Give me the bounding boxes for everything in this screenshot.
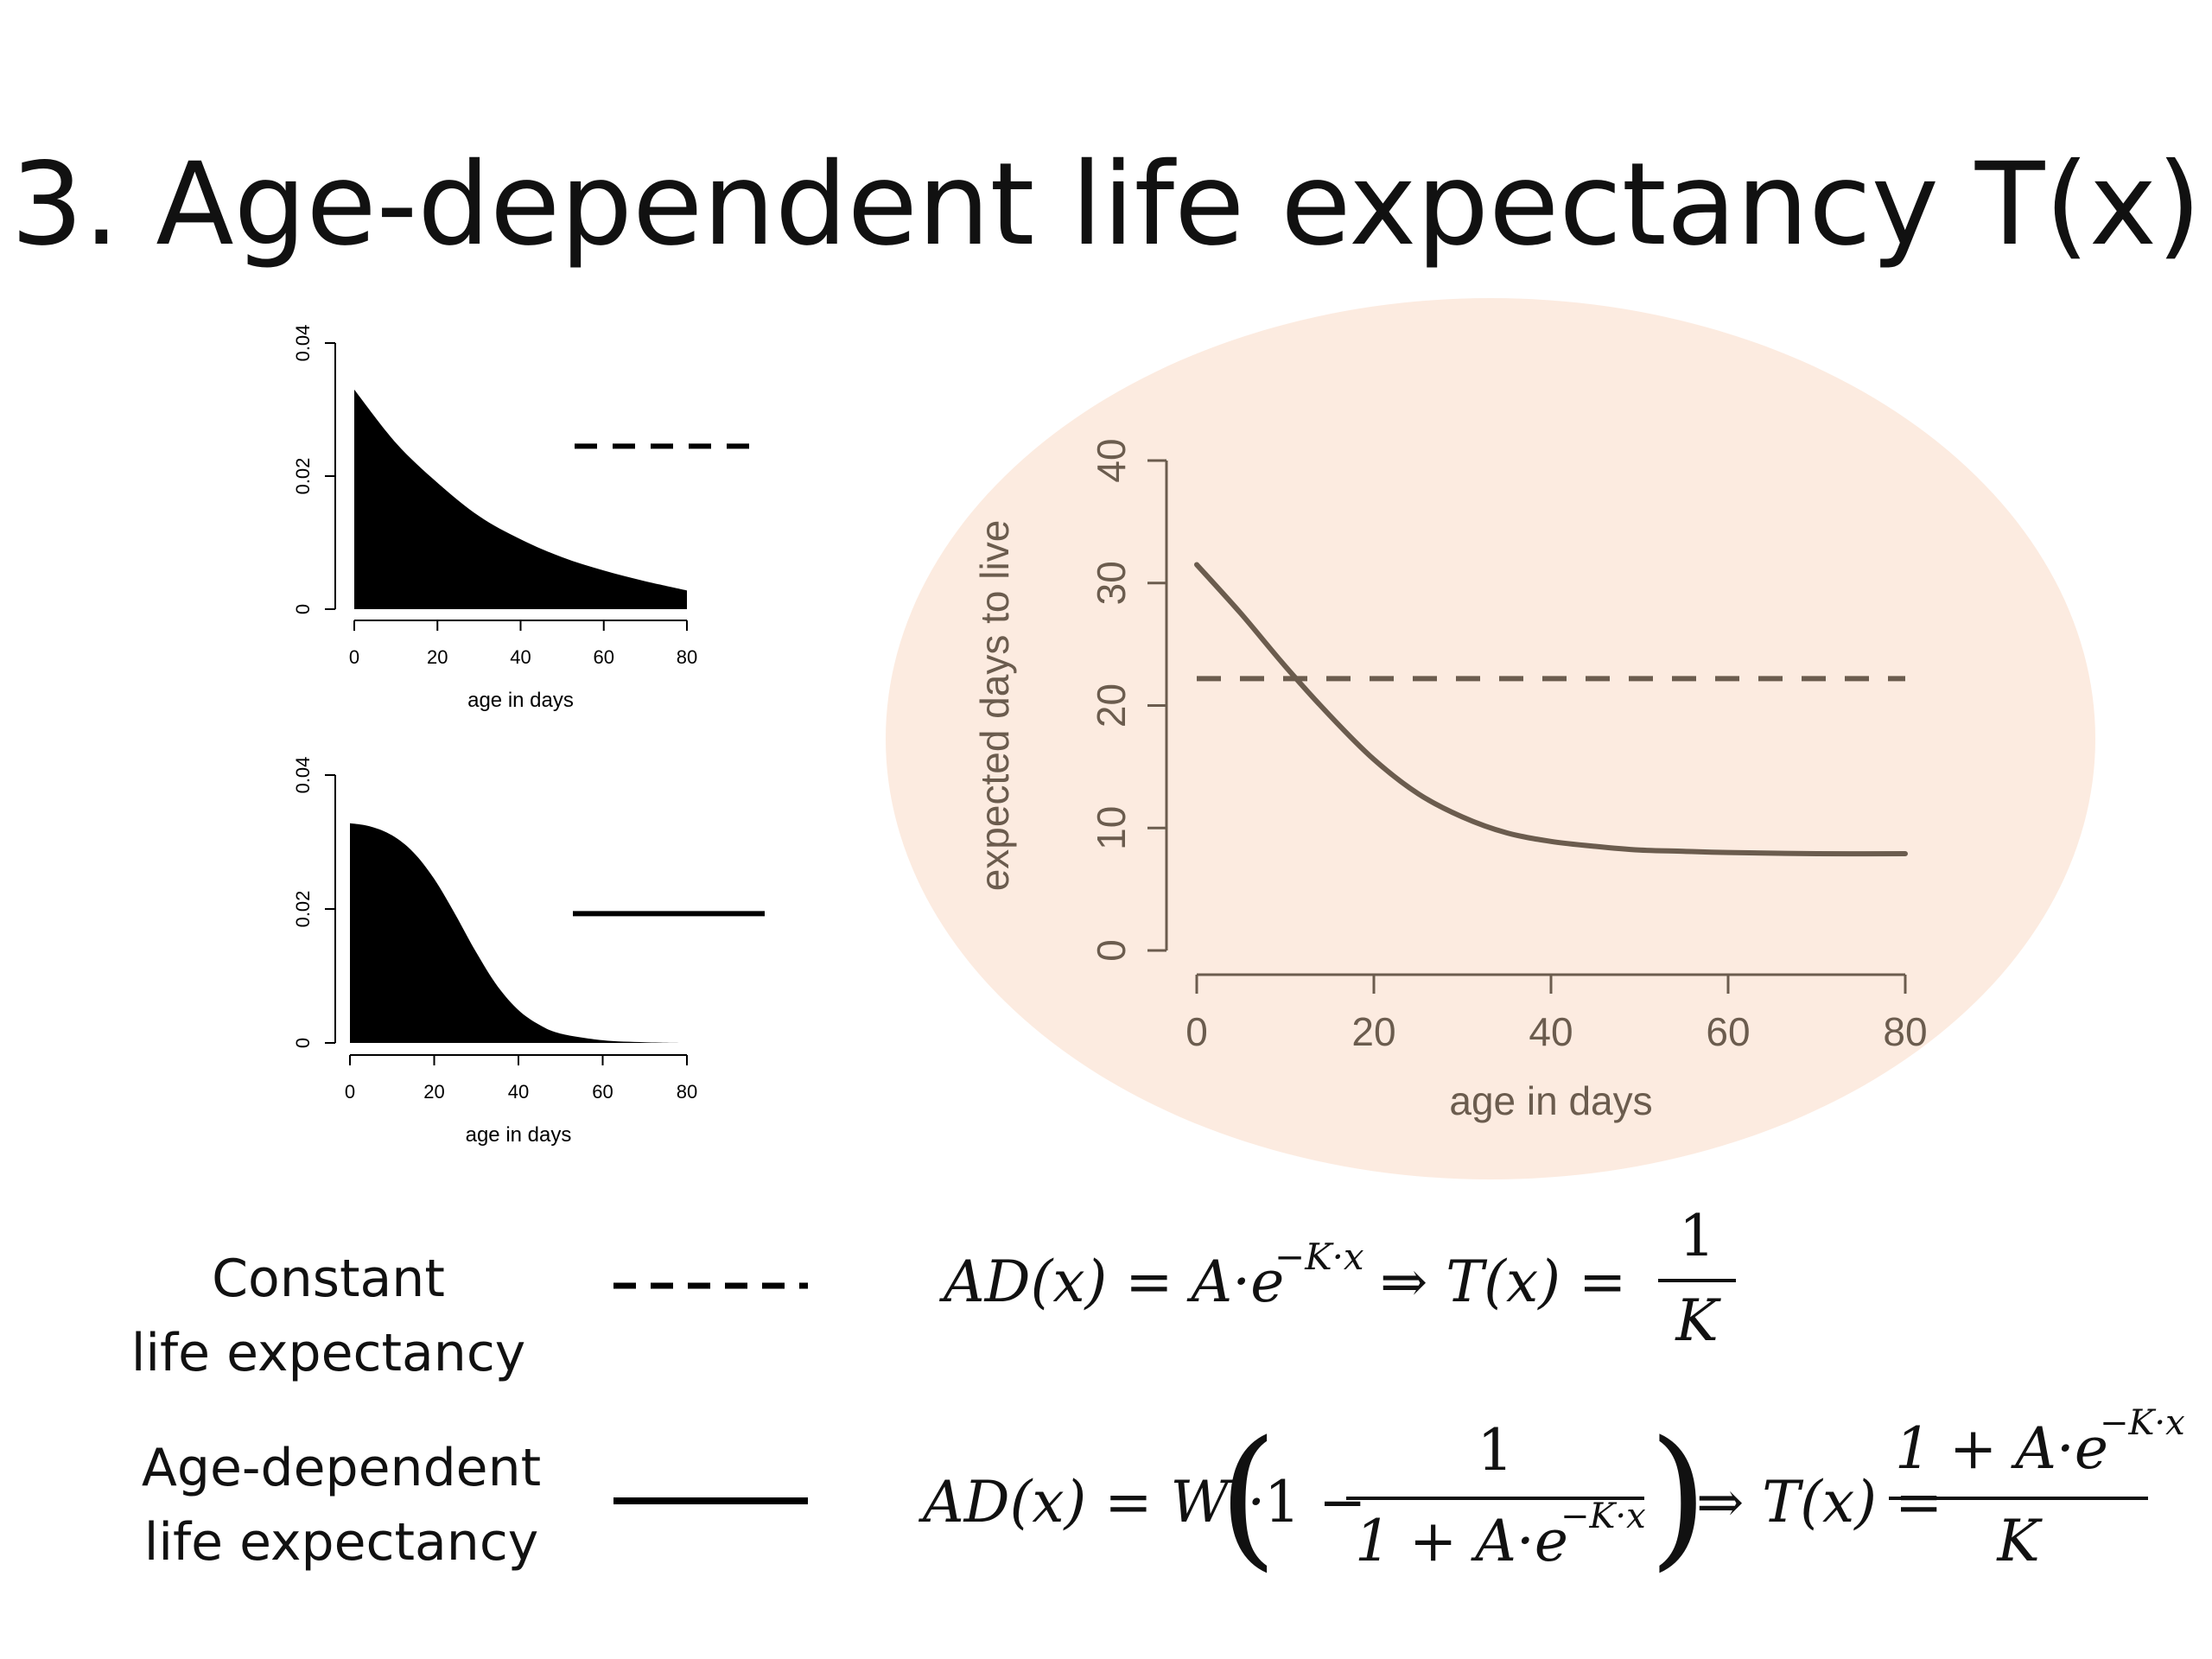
y-axis-label: expected days to live [972,520,1017,892]
eq1-fraction-bar [1658,1279,1736,1282]
x-tick-label: 80 [1883,1009,1927,1054]
x-tick-label: 60 [594,646,614,668]
y-tick-label: 0.04 [292,757,314,794]
y-tick-label: 0 [292,1038,314,1048]
x-tick-label: 40 [1529,1009,1573,1054]
x-axis-label: age in days [1449,1078,1652,1123]
y-tick-label: 0.02 [292,891,314,928]
eq2-one-minus: 1 − [1264,1469,1367,1535]
x-axis-label: age in days [466,1123,572,1147]
x-tick-label: 0 [345,1081,355,1103]
x-tick-label: 0 [349,646,359,668]
eq2-right-paren: ) [1649,1408,1708,1586]
eq1-numerator: 1 [1679,1203,1715,1269]
y-tick-label: 10 [1089,806,1134,850]
y-tick-label: 30 [1089,561,1134,605]
eq2-inner-denominator-exponent: −K·x [1560,1497,1646,1536]
legend-constant-line1: Constant [212,1249,445,1309]
equation-constant: AD(x) = A·e −K·x ⇒ T(x) = 1 K [944,1203,1808,1365]
small-top-chart: 0 0.02 0.04 0 20 40 60 80 age in days [292,325,765,712]
eq2-fraction-bar [1889,1497,2148,1500]
main-chart-background [886,298,2095,1179]
legend-age-dependent-line2: life expectancy [143,1512,539,1573]
legend-age-dependent-label: Age-dependent life expectancy [130,1431,553,1580]
x-tick-label: 60 [1706,1009,1750,1054]
legend-constant-line2: life expectancy [130,1323,526,1383]
eq1-lhs-exponent: −K·x [1274,1236,1364,1278]
y-tick-label: 40 [1089,438,1134,482]
eq2-numerator-exponent: −K·x [2100,1403,2185,1443]
eq2-left-paren: ( [1218,1408,1278,1586]
eq1-arrow: ⇒ T(x) = [1380,1249,1627,1315]
x-tick-label: 0 [1185,1009,1208,1054]
eq1-denominator: K [1675,1287,1719,1354]
legend-constant-label: Constant life expectancy [130,1242,527,1390]
area-fill [350,823,687,1043]
eq2-lhs: AD(x) = W · [923,1469,1266,1535]
x-tick-label: 80 [677,1081,697,1103]
x-tick-label: 20 [423,1081,444,1103]
x-tick-label: 40 [510,646,531,668]
x-tick-label: 60 [592,1081,613,1103]
x-tick-label: 20 [1351,1009,1395,1054]
x-tick-label: 40 [508,1081,529,1103]
eq2-inner-numerator: 1 [1477,1417,1514,1484]
eq2-arrow: ⇒ T(x) = [1696,1469,1943,1535]
y-tick-label: 0.02 [292,458,314,495]
x-axis-label: age in days [467,689,574,712]
eq2-inner-fraction-bar [1346,1497,1644,1500]
x-tick-label: 80 [677,646,697,668]
y-tick-label: 0 [1089,939,1134,962]
slide-title: 3. Age-dependent life expectancy T(x) [10,138,2202,271]
area-fill [354,389,687,609]
y-tick-label: 0 [292,604,314,614]
small-bottom-chart: 0 0.02 0.04 0 20 40 60 80 age in days [292,757,765,1147]
eq2-denominator: K [1997,1508,2040,1574]
equation-age-dependent: AD(x) = W · ( 1 − 1 1 + A·e −K·x ) ⇒ T(x… [923,1403,2185,1590]
eq2-inner-denominator: 1 + A·e [1355,1508,1568,1574]
eq2-numerator: 1 + A·e [1895,1415,2108,1482]
legend-age-dependent-line1: Age-dependent [141,1438,542,1498]
eq1-lhs: AD(x) = A·e [944,1249,1285,1315]
x-tick-label: 20 [427,646,448,668]
main-chart: 0 10 20 30 40 0 20 40 60 80 age in days expected da… [972,438,1927,1123]
y-tick-label: 0.04 [292,325,314,362]
y-tick-label: 20 [1089,683,1134,728]
